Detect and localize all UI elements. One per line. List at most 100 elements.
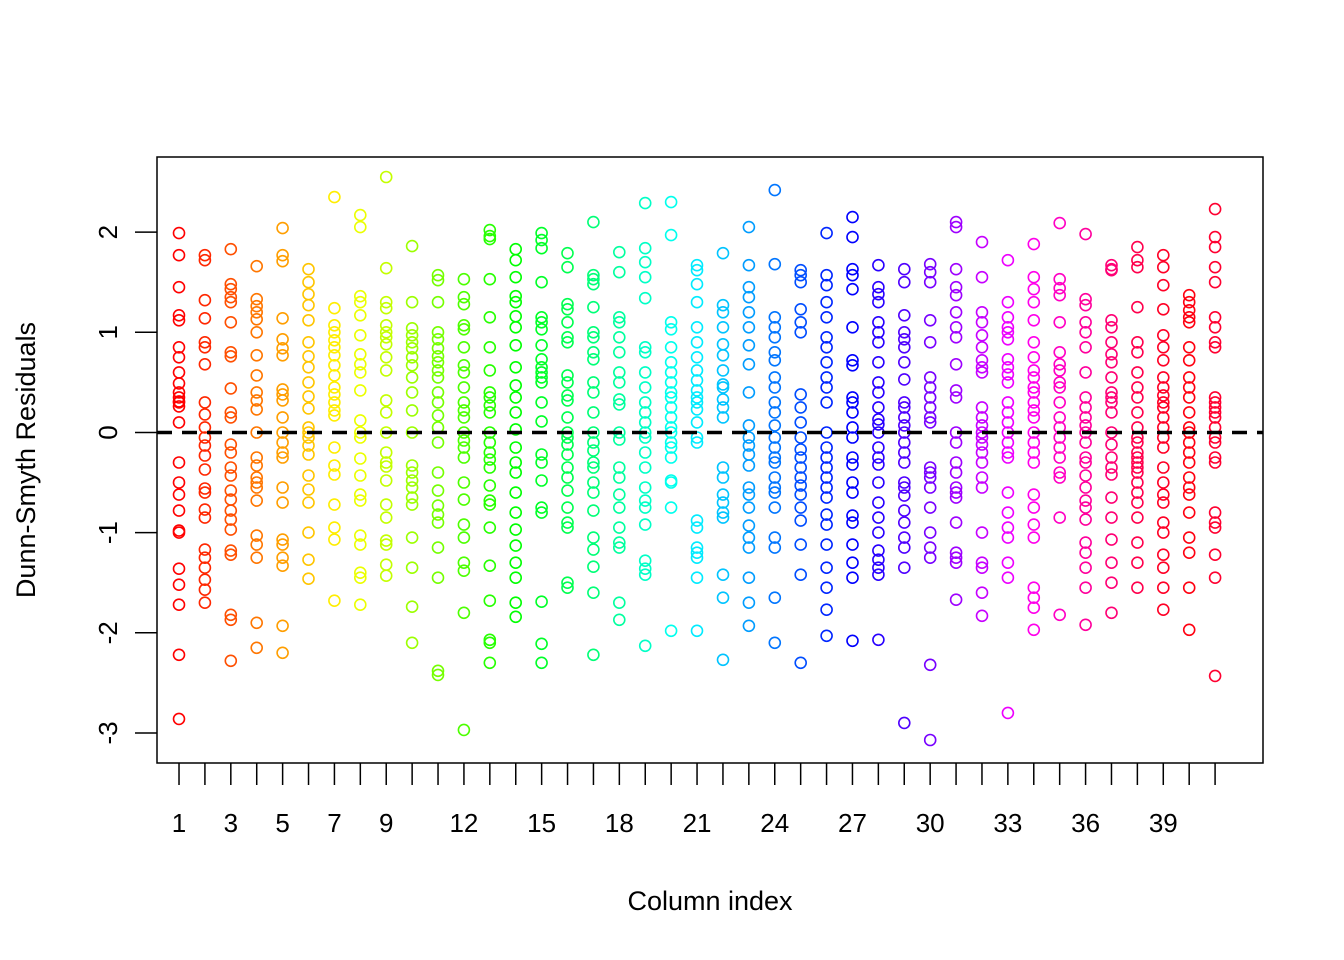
data-point — [224, 290, 238, 304]
data-point — [457, 564, 471, 578]
data-point — [1157, 353, 1170, 367]
data-point — [172, 456, 186, 469]
data-point — [1208, 240, 1222, 254]
data-point — [1027, 411, 1041, 424]
data-point — [431, 355, 445, 369]
data-point — [1027, 386, 1041, 399]
data-point — [820, 226, 833, 240]
data-point — [302, 526, 315, 539]
data-point — [923, 471, 937, 484]
data-point — [328, 369, 341, 382]
data-point — [1131, 391, 1144, 404]
data-point — [483, 223, 497, 237]
data-point — [897, 373, 911, 386]
data-point — [1157, 603, 1170, 617]
data-point — [535, 456, 548, 469]
data-point — [1208, 391, 1222, 404]
data-point — [690, 335, 704, 349]
data-point — [587, 406, 600, 419]
data-point — [1182, 371, 1196, 384]
data-point — [664, 340, 678, 354]
data-point — [509, 486, 523, 499]
data-point — [431, 436, 445, 449]
data-point — [1208, 669, 1222, 683]
data-point — [172, 313, 186, 327]
data-point — [1001, 332, 1015, 346]
data-point — [638, 416, 652, 429]
data-point — [1001, 506, 1015, 519]
data-point — [1157, 488, 1170, 501]
data-point — [664, 195, 678, 209]
data-point — [328, 325, 341, 339]
data-point — [172, 476, 186, 489]
data-point — [1208, 260, 1222, 274]
data-point — [1157, 411, 1170, 424]
data-point — [1027, 270, 1041, 284]
data-point — [483, 498, 497, 511]
data-point — [1131, 345, 1144, 359]
data-point — [923, 275, 937, 289]
data-point — [587, 456, 600, 469]
data-point — [457, 531, 471, 544]
data-point — [664, 624, 678, 638]
data-point — [846, 353, 859, 367]
data-point — [975, 556, 989, 570]
data-point — [1001, 521, 1015, 534]
data-point — [561, 302, 574, 316]
data-point — [405, 561, 419, 575]
x-tick-label: 9 — [379, 808, 393, 838]
y-tick-label: -1 — [93, 521, 123, 544]
data-point — [949, 220, 963, 234]
data-point — [250, 325, 264, 339]
data-point — [172, 350, 186, 364]
data-point — [638, 396, 652, 409]
y-tick-label: 2 — [93, 225, 123, 239]
data-point — [1182, 456, 1196, 469]
data-point — [923, 461, 937, 474]
data-point — [535, 315, 548, 329]
data-point — [353, 208, 367, 222]
data-point — [276, 341, 289, 355]
data-point — [612, 376, 626, 389]
data-point — [328, 340, 341, 354]
data-point — [1001, 295, 1015, 309]
data-point — [1157, 371, 1170, 384]
data-point — [1079, 292, 1092, 306]
data-point — [250, 299, 264, 313]
data-point — [846, 421, 859, 434]
data-point — [742, 571, 756, 585]
data-point — [353, 308, 367, 322]
data-point — [302, 572, 315, 586]
data-point — [1079, 401, 1092, 414]
data-point — [794, 443, 808, 456]
data-point — [353, 469, 367, 482]
data-point — [224, 523, 238, 536]
data-point — [794, 514, 808, 527]
data-point — [1105, 468, 1118, 481]
data-point — [224, 484, 238, 497]
data-point — [172, 248, 186, 262]
data-point — [794, 325, 808, 339]
data-point — [431, 541, 445, 554]
data-point — [690, 571, 704, 585]
data-point — [561, 297, 574, 311]
data-point — [483, 364, 497, 377]
data-point — [250, 403, 264, 416]
data-point — [172, 340, 186, 354]
data-point — [949, 551, 963, 565]
data-point — [1027, 364, 1041, 377]
data-point — [664, 322, 678, 336]
data-point — [509, 539, 523, 552]
data-point — [1053, 364, 1066, 377]
data-point — [975, 561, 989, 575]
x-tick-label: 27 — [838, 808, 867, 838]
data-point — [897, 355, 911, 369]
data-point — [1001, 310, 1015, 324]
data-point — [820, 381, 833, 394]
data-point — [949, 556, 963, 570]
data-point — [172, 377, 186, 390]
data-point — [768, 320, 782, 334]
data-point — [1053, 466, 1066, 479]
data-point — [431, 664, 445, 678]
data-point — [612, 536, 626, 549]
